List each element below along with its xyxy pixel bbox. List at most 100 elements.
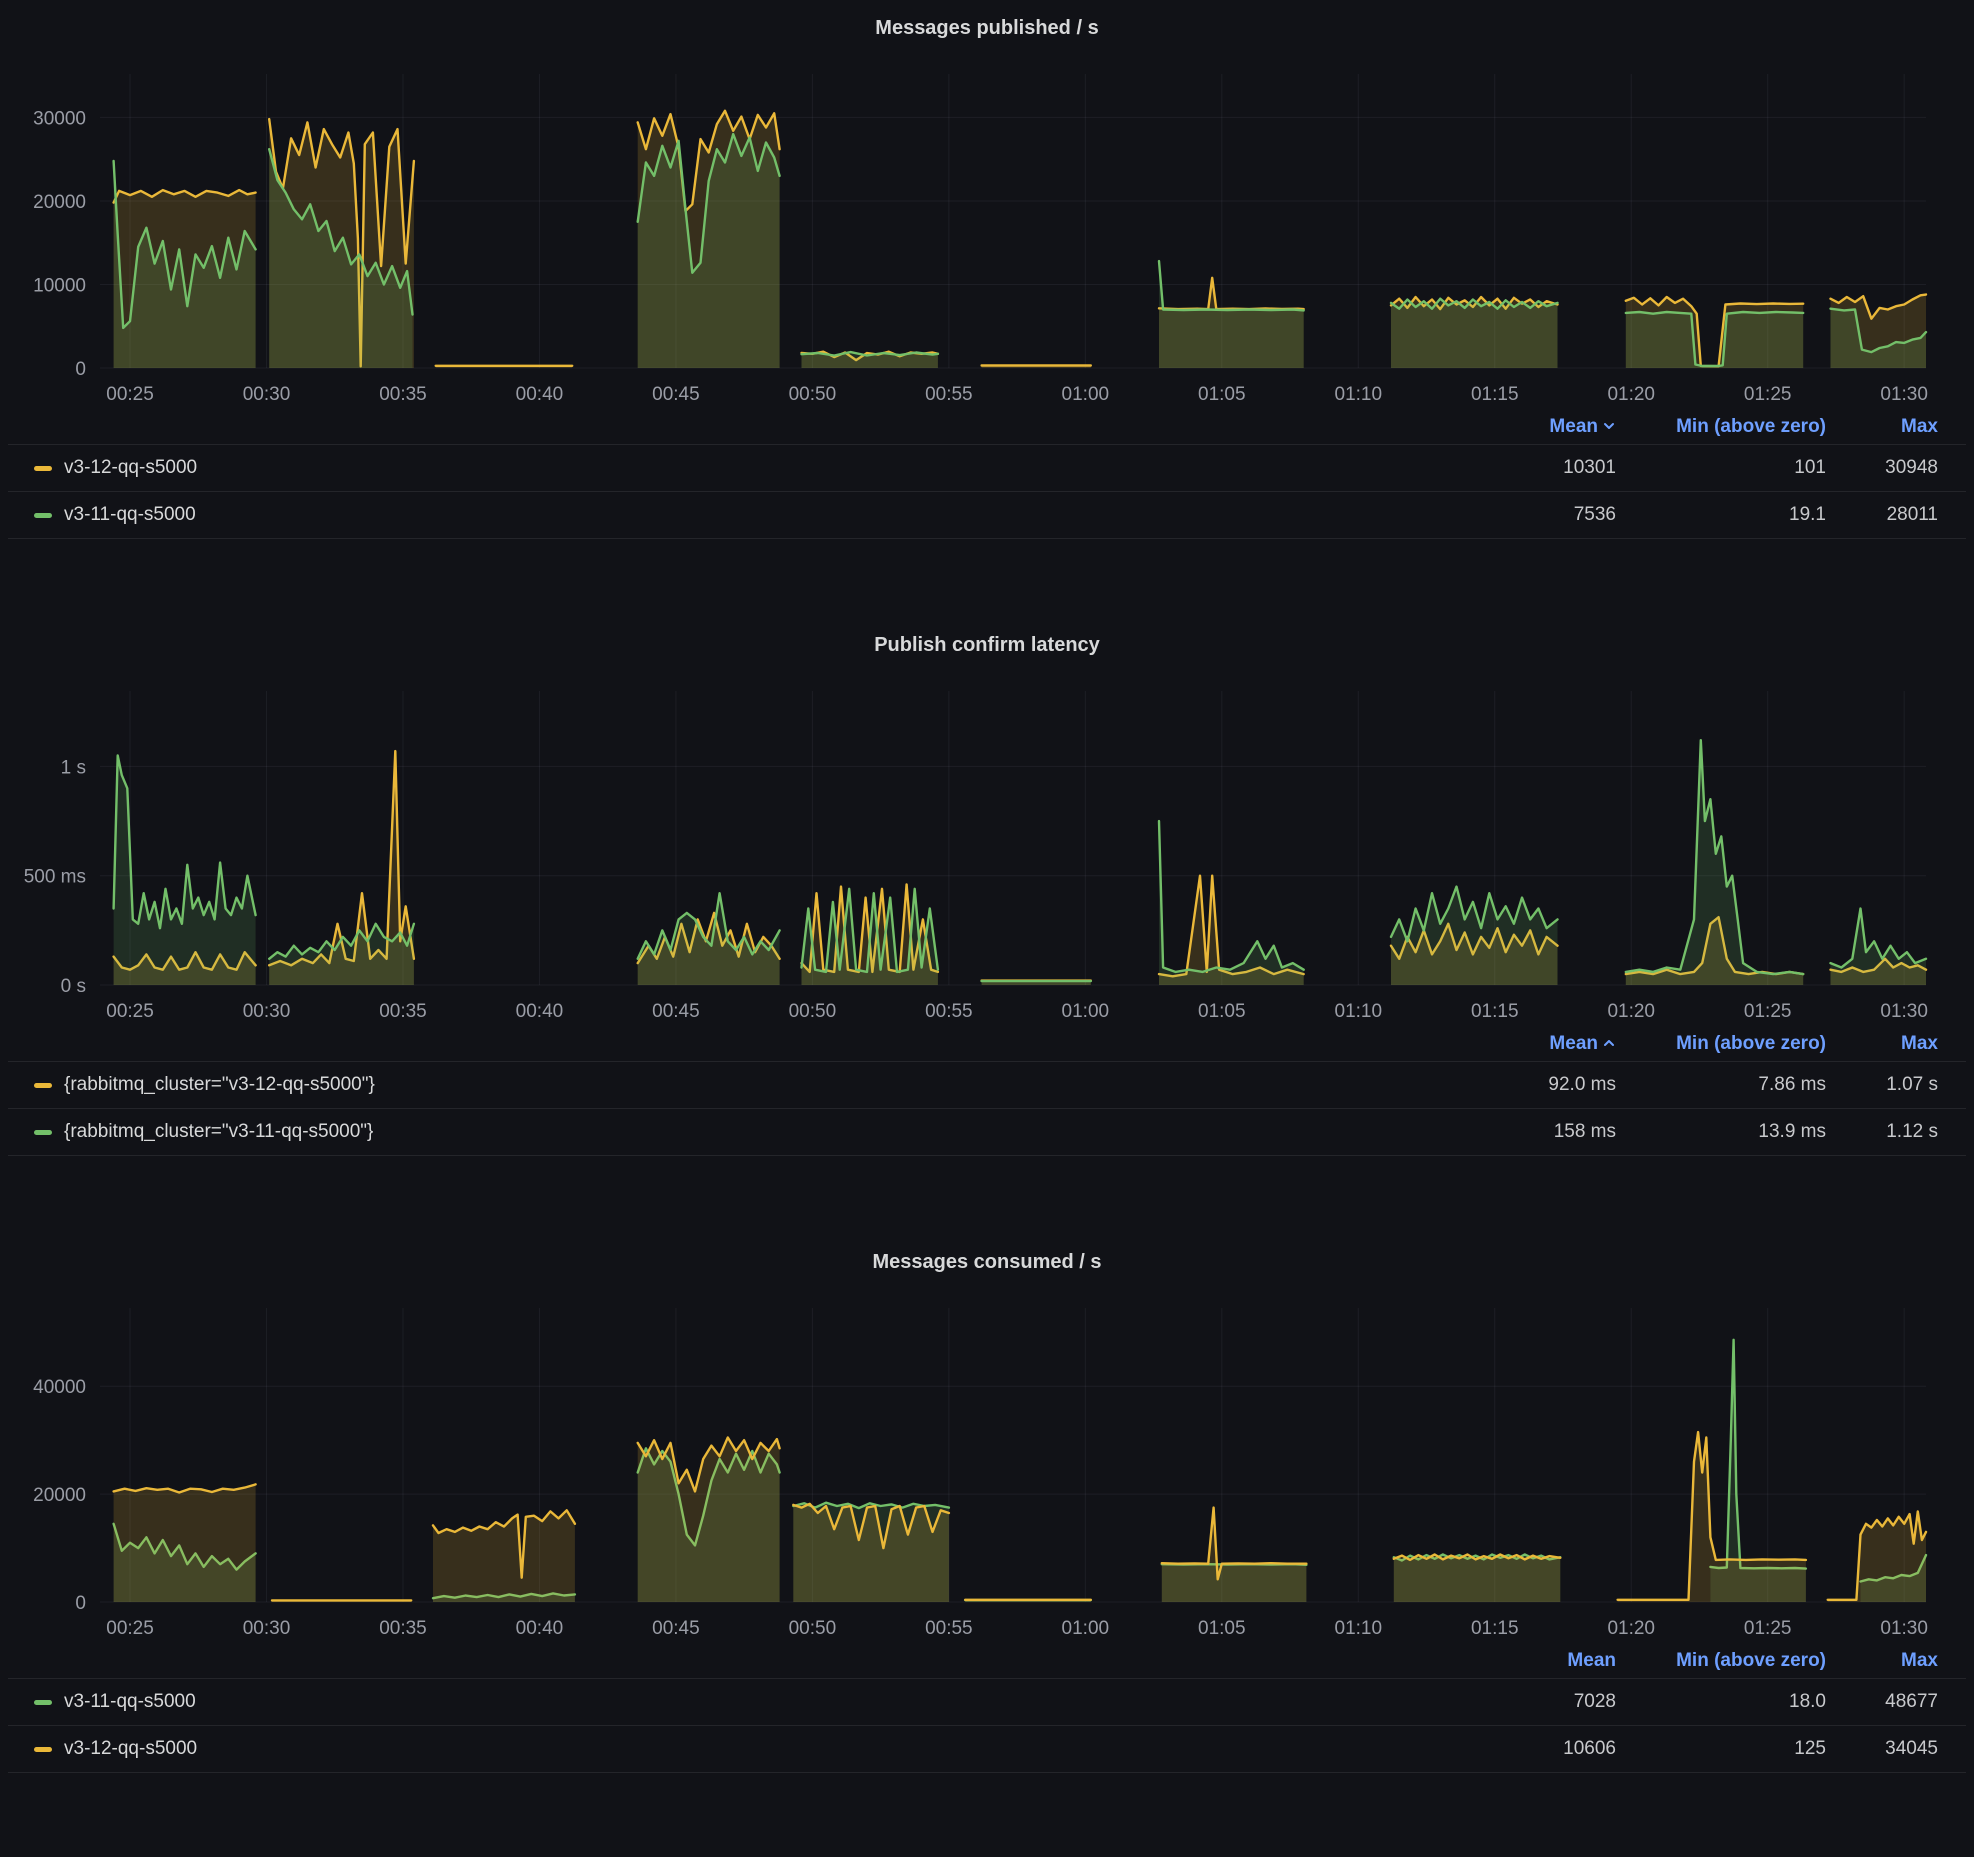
legend-row[interactable]: v3-11-qq-s5000 7536 19.1 28011 <box>8 492 1966 539</box>
svg-text:01:20: 01:20 <box>1607 1618 1655 1639</box>
series-swatch <box>34 1746 52 1752</box>
svg-text:01:15: 01:15 <box>1471 1618 1519 1639</box>
svg-text:00:50: 00:50 <box>789 1618 837 1639</box>
series-label[interactable]: {rabbitmq_cluster="v3-12-qq-s5000"} <box>64 1074 375 1095</box>
panel-title[interactable]: Messages consumed / s <box>872 1251 1102 1273</box>
stat-mean: 7028 <box>1573 1691 1616 1712</box>
svg-text:01:30: 01:30 <box>1880 384 1928 405</box>
panel-messages-consumed: Messages consumed / s 0 20000 40000 00:25 00… <box>8 1240 1966 1773</box>
legend-sort-max[interactable]: Max <box>1901 1650 1938 1671</box>
legend-table: Mean Min (above zero) Max {rabbitmq_clus… <box>8 1027 1966 1156</box>
legend-sort-min[interactable]: Min (above zero) <box>1676 416 1826 437</box>
svg-text:01:05: 01:05 <box>1198 384 1246 405</box>
svg-text:0 s: 0 s <box>61 976 86 997</box>
legend-sort-mean[interactable]: Mean <box>1466 416 1616 438</box>
svg-text:01:00: 01:00 <box>1062 384 1110 405</box>
svg-text:00:45: 00:45 <box>652 384 700 405</box>
stat-mean: 7536 <box>1573 504 1616 525</box>
series-label[interactable]: {rabbitmq_cluster="v3-11-qq-s5000"} <box>64 1121 374 1142</box>
legend-sort-mean[interactable]: Mean <box>1466 1033 1616 1055</box>
legend-sort-min[interactable]: Min (above zero) <box>1676 1650 1826 1671</box>
svg-text:01:25: 01:25 <box>1744 1001 1792 1022</box>
series-label[interactable]: v3-11-qq-s5000 <box>64 504 196 525</box>
svg-text:00:40: 00:40 <box>516 1001 564 1022</box>
legend-header-row: Mean Min (above zero) Max <box>8 410 1966 445</box>
svg-text:01:10: 01:10 <box>1335 1618 1383 1639</box>
svg-text:01:25: 01:25 <box>1744 1618 1792 1639</box>
svg-text:01:10: 01:10 <box>1335 384 1383 405</box>
sort-caret-icon <box>1602 1036 1616 1050</box>
stat-max: 28011 <box>1886 504 1938 525</box>
svg-text:20000: 20000 <box>33 192 86 213</box>
stat-min: 7.86 ms <box>1758 1074 1826 1095</box>
svg-text:00:25: 00:25 <box>106 1001 154 1022</box>
stat-max: 34045 <box>1885 1738 1938 1759</box>
legend-sort-max[interactable]: Max <box>1901 1033 1938 1054</box>
stat-max: 30948 <box>1885 457 1938 478</box>
svg-text:00:45: 00:45 <box>652 1618 700 1639</box>
svg-text:00:50: 00:50 <box>789 1001 837 1022</box>
svg-text:10000: 10000 <box>33 275 86 296</box>
svg-text:01:05: 01:05 <box>1198 1001 1246 1022</box>
svg-text:01:15: 01:15 <box>1471 1001 1519 1022</box>
series-swatch <box>34 512 52 518</box>
stat-min: 13.9 ms <box>1758 1121 1826 1142</box>
chart-canvas[interactable]: 0 s 500 ms 1 s 00:25 00:30 00:35 00:40 00:45 00:… <box>8 667 1966 1027</box>
svg-text:00:55: 00:55 <box>925 384 973 405</box>
svg-text:01:00: 01:00 <box>1062 1618 1110 1639</box>
chart-canvas[interactable]: 0 10000 20000 30000 00:25 00:30 00:35 00:40 00:4… <box>8 50 1966 410</box>
legend-row[interactable]: v3-12-qq-s5000 10606 125 34045 <box>8 1726 1966 1773</box>
series-label[interactable]: v3-12-qq-s5000 <box>64 457 198 478</box>
legend-row[interactable]: {rabbitmq_cluster="v3-11-qq-s5000"} 158 … <box>8 1109 1966 1156</box>
panel-publish-confirm-latency: Publish confirm latency 0 s 500 ms 1 s 00:2… <box>8 623 1966 1156</box>
legend-table: Mean Min (above zero) Max v3-12-qq-s5000… <box>8 410 1966 539</box>
svg-text:0: 0 <box>75 1593 86 1614</box>
legend-sort-mean[interactable]: Mean <box>1567 1650 1616 1671</box>
svg-text:00:35: 00:35 <box>379 1001 427 1022</box>
series-label[interactable]: v3-11-qq-s5000 <box>64 1691 196 1712</box>
svg-text:1 s: 1 s <box>61 757 86 778</box>
stat-min: 18.0 <box>1789 1691 1826 1712</box>
series-label[interactable]: v3-12-qq-s5000 <box>64 1738 198 1759</box>
svg-text:00:25: 00:25 <box>106 384 154 405</box>
series-swatch <box>34 1129 52 1135</box>
svg-text:01:30: 01:30 <box>1880 1001 1928 1022</box>
legend-row[interactable]: v3-12-qq-s5000 10301 101 30948 <box>8 445 1966 492</box>
svg-text:01:30: 01:30 <box>1880 1618 1928 1639</box>
legend-row[interactable]: v3-11-qq-s5000 7028 18.0 48677 <box>8 1679 1966 1726</box>
legend-row[interactable]: {rabbitmq_cluster="v3-12-qq-s5000"} 92.0… <box>8 1062 1966 1109</box>
svg-text:30000: 30000 <box>33 108 86 129</box>
svg-text:00:40: 00:40 <box>516 1618 564 1639</box>
svg-text:01:20: 01:20 <box>1607 1001 1655 1022</box>
sort-caret-icon <box>1602 419 1616 433</box>
timeseries-chart-consumed[interactable]: 0 20000 40000 00:25 00:30 00:35 00:40 00:45 00:5… <box>8 1284 1966 1644</box>
svg-text:40000: 40000 <box>33 1377 86 1398</box>
svg-text:00:50: 00:50 <box>789 384 837 405</box>
panel-title[interactable]: Publish confirm latency <box>874 634 1100 656</box>
chart-canvas[interactable]: 0 20000 40000 00:25 00:30 00:35 00:40 00:45 00:5… <box>8 1284 1966 1644</box>
stat-max: 48677 <box>1885 1691 1938 1712</box>
timeseries-chart-latency[interactable]: 0 s 500 ms 1 s 00:25 00:30 00:35 00:40 00:45 00:… <box>8 667 1966 1027</box>
svg-text:00:55: 00:55 <box>925 1001 973 1022</box>
svg-text:01:00: 01:00 <box>1062 1001 1110 1022</box>
series-swatch <box>34 465 52 471</box>
stat-min: 101 <box>1794 457 1826 478</box>
legend-sort-min[interactable]: Min (above zero) <box>1676 1033 1826 1054</box>
legend-sort-max[interactable]: Max <box>1901 416 1938 437</box>
timeseries-chart-published[interactable]: 0 10000 20000 30000 00:25 00:30 00:35 00:40 00:4… <box>8 50 1966 410</box>
stat-min: 125 <box>1794 1738 1826 1759</box>
svg-text:00:30: 00:30 <box>243 1001 291 1022</box>
legend-header-row: Mean Min (above zero) Max <box>8 1027 1966 1062</box>
legend-header-row: Mean Min (above zero) Max <box>8 1644 1966 1679</box>
stat-mean: 92.0 ms <box>1548 1074 1616 1095</box>
legend-table: Mean Min (above zero) Max v3-11-qq-s5000… <box>8 1644 1966 1773</box>
svg-text:00:25: 00:25 <box>106 1618 154 1639</box>
panel-title[interactable]: Messages published / s <box>875 17 1099 39</box>
svg-text:00:55: 00:55 <box>925 1618 973 1639</box>
svg-text:00:45: 00:45 <box>652 1001 700 1022</box>
svg-text:00:35: 00:35 <box>379 1618 427 1639</box>
svg-text:500 ms: 500 ms <box>24 867 86 888</box>
svg-text:00:30: 00:30 <box>243 1618 291 1639</box>
series-swatch <box>34 1699 52 1705</box>
stat-max: 1.07 s <box>1886 1074 1938 1095</box>
